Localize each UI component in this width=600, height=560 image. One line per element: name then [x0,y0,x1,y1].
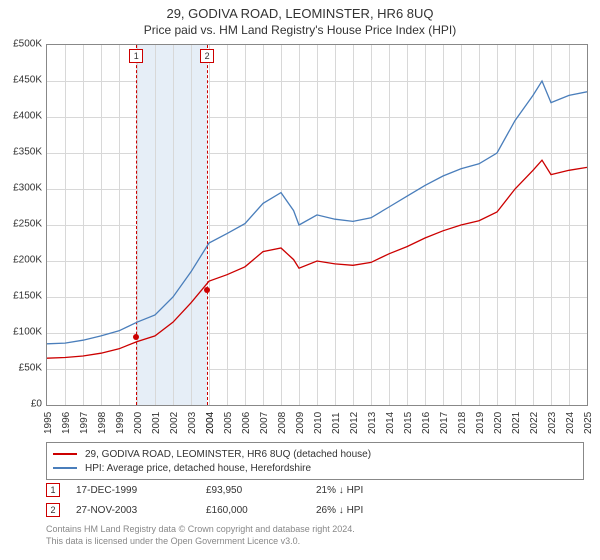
footer: Contains HM Land Registry data © Crown c… [46,524,355,547]
sales-price-2: £160,000 [206,505,316,516]
x-tick-label: 2012 [349,412,360,434]
x-tick-label: 1998 [97,412,108,434]
x-tick-label: 2004 [205,412,216,434]
x-tick-label: 2007 [259,412,270,434]
y-tick-label: £500K [0,39,42,50]
y-tick-label: £250K [0,219,42,230]
sales-diff-1: 21% ↓ HPI [316,485,426,496]
title-area: 29, GODIVA ROAD, LEOMINSTER, HR6 8UQ Pri… [0,0,600,37]
sales-date-1: 17-DEC-1999 [76,485,206,496]
x-tick-label: 2015 [403,412,414,434]
y-tick-label: £400K [0,111,42,122]
x-tick-label: 2016 [421,412,432,434]
y-tick-label: £450K [0,75,42,86]
x-tick-label: 2018 [457,412,468,434]
series-layer [47,45,587,405]
x-tick-label: 2003 [187,412,198,434]
x-tick-label: 2013 [367,412,378,434]
x-tick-label: 2024 [565,412,576,434]
x-tick-label: 2005 [223,412,234,434]
y-tick-label: £350K [0,147,42,158]
x-tick-label: 1995 [43,412,54,434]
x-tick-label: 2010 [313,412,324,434]
x-tick-label: 2021 [511,412,522,434]
sales-row-2: 2 27-NOV-2003 £160,000 26% ↓ HPI [46,500,584,520]
y-tick-label: £200K [0,255,42,266]
y-tick-label: £300K [0,183,42,194]
sales-marker-1: 1 [46,483,60,497]
y-tick-label: £0 [0,399,42,410]
sales-price-1: £93,950 [206,485,316,496]
series-property [47,160,587,358]
legend-swatch-hpi [53,467,77,469]
x-tick-label: 2023 [547,412,558,434]
subtitle: Price paid vs. HM Land Registry's House … [0,23,600,37]
title: 29, GODIVA ROAD, LEOMINSTER, HR6 8UQ [0,6,600,21]
legend-label-hpi: HPI: Average price, detached house, Here… [85,463,311,474]
x-tick-label: 1999 [115,412,126,434]
legend: 29, GODIVA ROAD, LEOMINSTER, HR6 8UQ (de… [46,442,584,480]
footer-line2: This data is licensed under the Open Gov… [46,536,355,548]
legend-item-property: 29, GODIVA ROAD, LEOMINSTER, HR6 8UQ (de… [53,447,577,461]
series-hpi [47,81,587,344]
x-tick-label: 2001 [151,412,162,434]
chart-container: 29, GODIVA ROAD, LEOMINSTER, HR6 8UQ Pri… [0,0,600,560]
legend-item-hpi: HPI: Average price, detached house, Here… [53,461,577,475]
x-tick-label: 2017 [439,412,450,434]
x-tick-label: 2008 [277,412,288,434]
x-tick-label: 1996 [61,412,72,434]
legend-label-property: 29, GODIVA ROAD, LEOMINSTER, HR6 8UQ (de… [85,449,371,460]
x-tick-label: 2022 [529,412,540,434]
legend-swatch-property [53,453,77,455]
y-tick-label: £100K [0,327,42,338]
y-tick-label: £150K [0,291,42,302]
x-tick-label: 2014 [385,412,396,434]
y-tick-label: £50K [0,363,42,374]
x-tick-label: 2020 [493,412,504,434]
sales-diff-2: 26% ↓ HPI [316,505,426,516]
x-tick-label: 2000 [133,412,144,434]
x-tick-label: 1997 [79,412,90,434]
footer-line1: Contains HM Land Registry data © Crown c… [46,524,355,536]
x-tick-label: 2002 [169,412,180,434]
x-tick-label: 2009 [295,412,306,434]
sales-table: 1 17-DEC-1999 £93,950 21% ↓ HPI 2 27-NOV… [46,480,584,520]
x-tick-label: 2019 [475,412,486,434]
sales-marker-2: 2 [46,503,60,517]
chart-plot-area: 12 [46,44,588,406]
sales-row-1: 1 17-DEC-1999 £93,950 21% ↓ HPI [46,480,584,500]
x-tick-label: 2006 [241,412,252,434]
sales-date-2: 27-NOV-2003 [76,505,206,516]
x-tick-label: 2025 [583,412,594,434]
x-tick-label: 2011 [331,412,342,434]
